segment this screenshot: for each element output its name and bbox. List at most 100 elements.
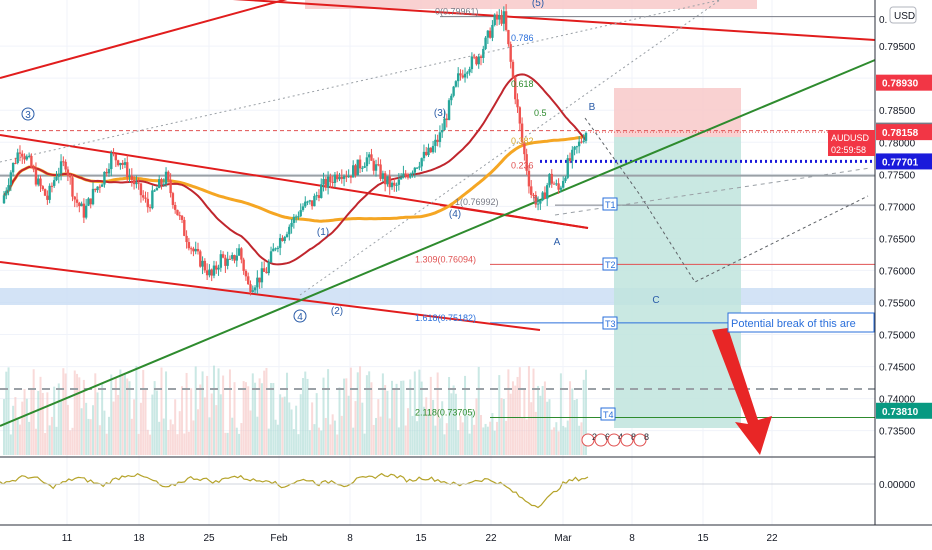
candle-body <box>383 173 387 185</box>
volume-bar <box>543 381 546 455</box>
candle-body <box>130 175 134 180</box>
volume-bar <box>103 410 106 455</box>
candle-body <box>171 193 175 205</box>
volume-bar <box>436 372 439 455</box>
volume-bar <box>575 398 578 455</box>
candle-body <box>167 171 170 181</box>
volume-bar <box>69 430 72 455</box>
wave-label: (5) <box>532 0 544 9</box>
red-upper-line <box>0 0 288 79</box>
volume-bar <box>87 418 90 455</box>
candle-body <box>299 210 302 217</box>
volume-bar <box>155 390 158 455</box>
event-icon[interactable] <box>607 433 621 447</box>
candle-body <box>269 251 273 263</box>
annotation-box[interactable]: Potential break of this are <box>727 312 875 333</box>
candle-body <box>336 174 339 180</box>
time-axis[interactable]: 11 18 25 Feb 8 15 22 Mar 8 15 22 <box>0 524 932 550</box>
volume-bar <box>466 415 469 455</box>
volume-bar <box>539 395 542 455</box>
candle-body <box>105 171 108 174</box>
volume-bar <box>183 433 186 455</box>
candle-body <box>132 179 136 185</box>
candle-body <box>514 77 517 100</box>
volume-bar <box>359 366 362 455</box>
candle-body <box>402 173 405 178</box>
volume-bar <box>557 431 560 455</box>
red-top-channel <box>232 0 876 41</box>
volume-bar <box>336 434 339 455</box>
volume-bar <box>511 381 514 455</box>
candle-body <box>488 30 492 38</box>
candle-body <box>308 200 312 202</box>
candle-body <box>112 152 115 155</box>
candle-body <box>441 130 444 133</box>
event-icon[interactable] <box>581 433 595 447</box>
volume-bar <box>555 422 558 455</box>
fib-label: 0(0.79961) <box>435 7 479 17</box>
candle-body <box>292 216 296 223</box>
volume-bar <box>573 400 576 455</box>
candle-body <box>126 162 129 178</box>
volume-bar <box>452 385 455 455</box>
price-label-box <box>876 402 932 419</box>
candle-body <box>352 165 355 178</box>
volume-bar <box>80 408 83 455</box>
volume-bar <box>411 415 414 455</box>
candle-body <box>329 176 332 182</box>
volume-bar <box>564 427 567 455</box>
candle-body <box>187 242 191 249</box>
forecast-path <box>584 117 869 283</box>
take-profit-zone <box>614 137 741 428</box>
volume-bar <box>203 397 206 455</box>
volume-bar <box>361 402 364 455</box>
volume-bar <box>105 433 108 455</box>
volume-bar <box>402 380 405 455</box>
candle-body <box>566 158 569 178</box>
volume-bar <box>434 425 437 455</box>
volume-bar <box>263 370 266 455</box>
candle-body <box>94 188 97 191</box>
event-icon[interactable] <box>594 433 608 447</box>
candle-body <box>468 69 471 73</box>
event-icon[interactable] <box>620 433 634 447</box>
volume-bar <box>146 429 149 455</box>
candle-body <box>555 183 558 185</box>
volume-bar <box>107 416 110 455</box>
candle-body <box>511 61 515 78</box>
event-icon[interactable] <box>633 433 647 447</box>
candle-body <box>331 181 334 183</box>
volume-bar <box>25 398 28 455</box>
volume-bar <box>272 383 275 455</box>
price-tick-label: 0.75500 <box>879 298 916 309</box>
candle-body <box>50 185 54 187</box>
fib-label: 0.236 <box>511 160 534 170</box>
volume-bar <box>242 381 245 455</box>
fib-label: 2.118(0.73705) <box>415 408 475 418</box>
time-tick-label: 18 <box>133 533 145 544</box>
candle-body <box>153 190 156 192</box>
candle-body <box>470 56 474 70</box>
volume-bar <box>160 367 163 455</box>
candle-body <box>324 178 328 188</box>
volume-bar <box>340 415 343 455</box>
currency-badge[interactable]: USD <box>889 6 917 24</box>
top-resistance-zone <box>305 0 757 9</box>
volume-bar <box>404 425 407 455</box>
volume-bar <box>247 386 250 455</box>
candle-body <box>7 185 10 191</box>
volume-bar <box>117 394 120 455</box>
candle-body <box>87 198 90 206</box>
candle-body <box>543 192 547 199</box>
volume-bar <box>343 378 346 455</box>
volume-bar <box>521 417 524 455</box>
candle-body <box>11 162 15 173</box>
target-box <box>600 407 616 421</box>
volume-bar <box>34 428 37 455</box>
candle-body <box>262 268 266 272</box>
volume-bar <box>235 427 238 455</box>
volume-bar <box>276 424 279 455</box>
volume-bar <box>14 397 17 455</box>
